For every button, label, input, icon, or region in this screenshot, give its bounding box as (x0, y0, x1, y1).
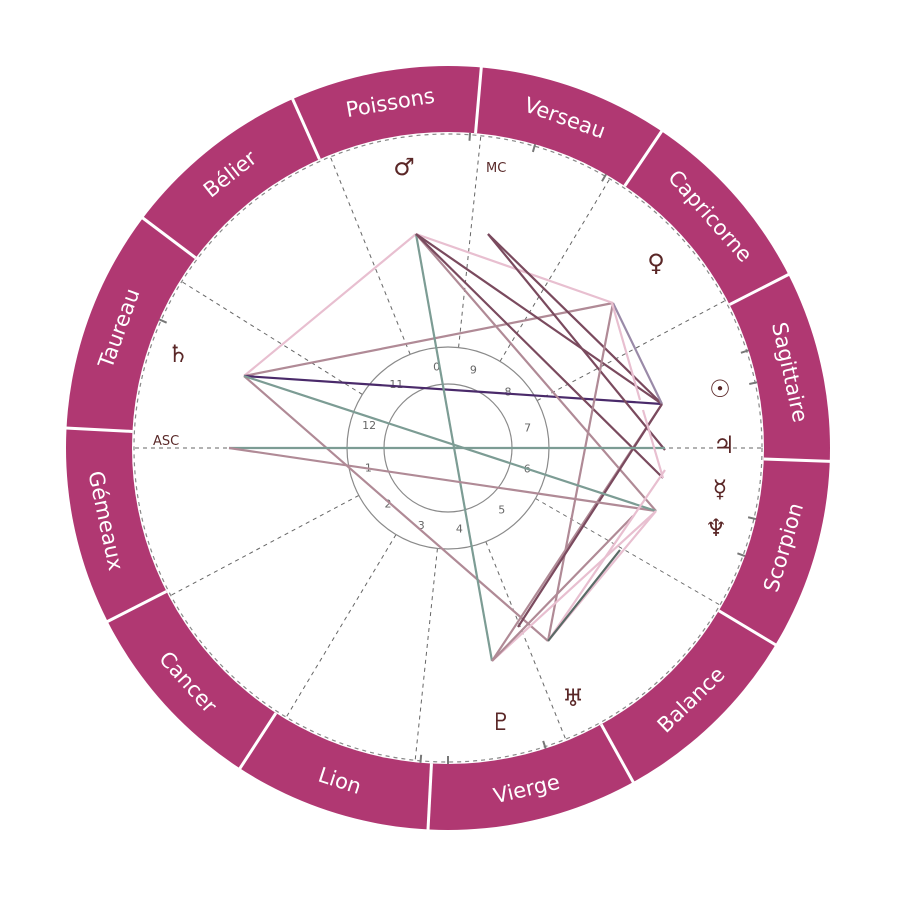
degree-tick (601, 173, 607, 182)
mercury-glyph: ☿ (713, 475, 728, 503)
house-cusp-line (182, 281, 363, 395)
zodiac-divider (106, 590, 168, 624)
aspect-line (487, 233, 666, 451)
aspect-line (491, 515, 634, 662)
venus-glyph: ♀ (647, 249, 665, 277)
sun-glyph: ☉ (709, 375, 731, 403)
mars-glyph: ♂ (393, 153, 415, 181)
house-cusp-line (171, 494, 360, 596)
house-number: 2 (385, 497, 392, 510)
aspect-line (228, 446, 657, 513)
house-number: 8 (504, 386, 511, 399)
aspect-line (415, 233, 664, 479)
pluto-glyph: ♇ (490, 708, 512, 736)
house-cusp-line (286, 534, 397, 717)
aspect-line (547, 469, 666, 642)
zodiac-divider (718, 609, 778, 647)
house-number: 7 (524, 422, 531, 435)
zodiac-divider (426, 763, 433, 831)
aspect-line (491, 510, 657, 662)
zodiac-divider (763, 457, 831, 463)
aspect-line (415, 232, 614, 305)
zodiac-divider (141, 216, 197, 260)
degree-tick (749, 381, 758, 385)
degree-tick (468, 132, 472, 141)
aspect-line (547, 549, 621, 642)
house-number: 0 (433, 360, 440, 373)
house-cusp-line (458, 136, 482, 348)
midheaven-label: MC (486, 161, 506, 176)
outer-dashed-circle (133, 133, 763, 763)
aspect-line (243, 301, 614, 378)
aspect-line (243, 374, 663, 406)
house-cusp-line (414, 548, 438, 760)
zodiac-divider (623, 129, 664, 187)
zodiac-divider (599, 723, 635, 784)
house-number: 4 (456, 523, 463, 536)
house-number: 5 (498, 503, 505, 516)
degree-tick (740, 349, 749, 354)
degree-tick (419, 754, 423, 763)
aspect-line (610, 302, 642, 401)
zodiac-divider (65, 426, 133, 433)
aspect-line (243, 374, 657, 513)
ascendant-label: ASC (153, 434, 179, 449)
house-number: 9 (470, 364, 477, 377)
zodiac-divider (238, 712, 278, 771)
house-cusp-line (499, 179, 610, 362)
saturn-glyph: ♄ (167, 340, 189, 368)
degree-tick (542, 740, 547, 749)
aspect-line (641, 409, 665, 479)
aspect-line (415, 233, 657, 512)
aspect-lines (228, 232, 666, 662)
aspect-line (612, 302, 663, 405)
aspect-line (243, 233, 417, 377)
zodiac-dividers (65, 66, 831, 831)
jupiter-glyph: ♃ (713, 431, 735, 459)
degree-tick (158, 318, 168, 324)
neptune-glyph: ♆ (705, 514, 727, 542)
house-cusp-line (535, 498, 720, 605)
zodiac-divider (728, 272, 790, 306)
degree-tick (531, 143, 537, 153)
house-cusp-line (330, 157, 411, 355)
uranus-glyph: ♅ (562, 684, 584, 712)
aspect-line (243, 375, 549, 642)
aspect-line (546, 302, 615, 642)
degree-ticks (158, 132, 758, 764)
zodiac-divider (474, 66, 483, 134)
aspect-line (415, 233, 663, 405)
planet-glyphs: ♂ ♀ ☉ ♃ ☿ ♆ ♅ ♇ ♄ (167, 153, 735, 736)
house-number: 3 (418, 519, 425, 532)
degree-tick (747, 516, 757, 521)
house-number: 11 (389, 378, 403, 391)
zodiac-divider (290, 97, 321, 160)
house-number: 12 (362, 419, 376, 432)
degree-tick (737, 552, 746, 558)
house-cusp-line (485, 541, 566, 739)
aspect-line (517, 403, 663, 628)
